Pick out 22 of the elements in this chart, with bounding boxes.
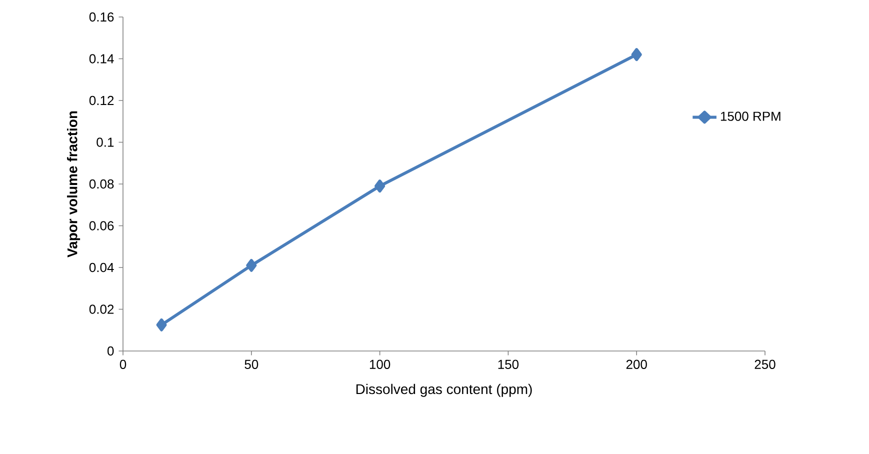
x-tick-label: 150 (498, 360, 519, 369)
y-tick-label: 0.1 (96, 138, 114, 147)
x-axis-title: Dissolved gas content (ppm) (356, 384, 532, 397)
point (374, 180, 386, 193)
y-tick-label: 0.14 (89, 54, 114, 64)
y-tick-label: 0.06 (89, 221, 114, 230)
y-tick-label: 0.08 (89, 179, 114, 189)
y-tick-label: 0.02 (89, 304, 114, 314)
y-axis-title: Vapor volume fraction (67, 111, 80, 258)
point (631, 48, 642, 62)
point (156, 318, 167, 332)
x-tick-label: 100 (370, 360, 390, 369)
point (246, 258, 257, 272)
y-tick-label: 0.16 (89, 12, 114, 22)
y-tick-label: 0.12 (89, 96, 114, 106)
y-tick-label: 0.04 (89, 262, 114, 272)
x-tick-label: 250 (754, 360, 776, 369)
x-tick-label: 200 (626, 360, 647, 369)
legend-label: 1500 RPM (720, 112, 780, 121)
x-tick-label: 50 (244, 360, 258, 369)
x-tick-label: 0 (120, 360, 126, 369)
y-tick-label: 0 (108, 346, 114, 356)
